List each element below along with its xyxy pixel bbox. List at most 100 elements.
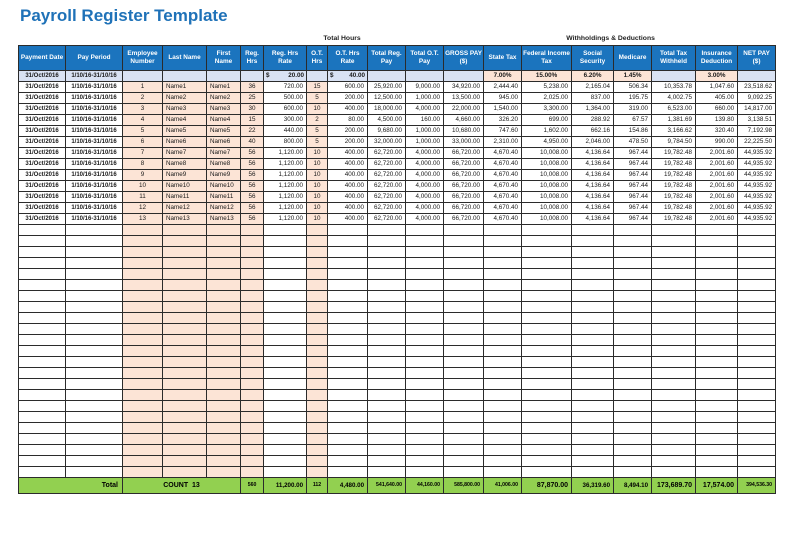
empty-cell-insurance-deduction[interactable]: [695, 399, 739, 412]
cell-employee-number[interactable]: 6: [122, 135, 163, 148]
empty-cell-pay-period[interactable]: [65, 344, 123, 357]
empty-cell-medicare[interactable]: [613, 311, 653, 324]
empty-cell-state-tax[interactable]: [483, 399, 523, 412]
cell-ot-hrs-rate[interactable]: 600.00: [327, 80, 369, 93]
cell-insurance-deduction[interactable]: 2,001.60: [695, 179, 739, 192]
total-hours-band[interactable]: Total Hours: [323, 34, 361, 42]
empty-cell-reg-hrs[interactable]: [240, 234, 265, 247]
cell-total-ot-pay[interactable]: 9,000.00: [405, 80, 445, 93]
cell-ot-hrs[interactable]: 5: [306, 135, 329, 148]
cell-first-name[interactable]: Name3: [205, 102, 242, 115]
cell-social-security[interactable]: 4,136.64: [571, 157, 615, 170]
empty-cell-medicare[interactable]: [613, 454, 653, 467]
total-cell-federal-income-tax[interactable]: 87,870.00: [521, 476, 573, 494]
cell-reg-hrs[interactable]: 56: [240, 146, 265, 159]
empty-cell-net-pay[interactable]: [737, 223, 777, 236]
cell-total-reg-pay[interactable]: 4,500.00: [367, 113, 407, 126]
cell-federal-income-tax[interactable]: 5,238.00: [521, 80, 573, 93]
cell-last-name[interactable]: Name10: [162, 179, 207, 192]
cell-ot-hrs[interactable]: 2: [306, 113, 329, 126]
empty-cell-employee-number[interactable]: [122, 399, 163, 412]
total-cell-insurance-deduction[interactable]: 17,574.00: [695, 476, 739, 494]
cell-total-tax-withheld[interactable]: 19,782.48: [651, 212, 697, 225]
cell-total-tax-withheld[interactable]: 19,782.48: [651, 157, 697, 170]
cell-pay-period[interactable]: 1/10/16-31/10/16: [65, 168, 123, 181]
empty-cell-social-security[interactable]: [571, 377, 615, 390]
cell-total-reg-pay[interactable]: 62,720.00: [367, 201, 407, 214]
empty-cell-net-pay[interactable]: [737, 399, 777, 412]
empty-cell-pay-period[interactable]: [65, 256, 123, 269]
empty-cell-ot-hrs[interactable]: [306, 366, 329, 379]
empty-cell-federal-income-tax[interactable]: [521, 377, 573, 390]
cell-federal-income-tax[interactable]: 10,008.00: [521, 190, 573, 203]
cell-reg-hrs[interactable]: 56: [240, 201, 265, 214]
empty-cell-ot-hrs-rate[interactable]: [327, 322, 369, 335]
header-total-ot-pay[interactable]: Total O.T. Pay: [405, 44, 445, 71]
empty-cell-total-ot-pay[interactable]: [405, 377, 445, 390]
cell-state-tax[interactable]: 1,540.00: [483, 102, 523, 115]
total-cell-total-tax-withheld[interactable]: 173,689.70: [651, 476, 697, 494]
cell-ot-hrs[interactable]: 10: [306, 102, 329, 115]
empty-cell-payment-date[interactable]: [18, 377, 66, 390]
cell-first-name[interactable]: Name2: [205, 91, 242, 104]
cell-first-name[interactable]: Name5: [205, 124, 242, 137]
cell-ot-hrs[interactable]: 10: [306, 201, 329, 214]
empty-cell-total-reg-pay[interactable]: [367, 454, 407, 467]
cell-reg-hrs-rate[interactable]: 1,120.00: [263, 168, 308, 181]
header-employee-number[interactable]: Employee Number: [122, 44, 163, 71]
empty-cell-ot-hrs[interactable]: [306, 333, 329, 346]
cell-first-name[interactable]: Name8: [205, 157, 242, 170]
empty-cell-gross-pay[interactable]: [443, 399, 485, 412]
cell-pay-period[interactable]: 1/10/16-31/10/16: [65, 157, 123, 170]
empty-cell-medicare[interactable]: [613, 333, 653, 346]
cell-insurance-deduction[interactable]: 139.80: [695, 113, 739, 126]
empty-cell-total-reg-pay[interactable]: [367, 355, 407, 368]
empty-cell-last-name[interactable]: [162, 421, 207, 434]
cell-total-ot-pay[interactable]: 1,000.00: [405, 124, 445, 137]
total-cell-state-tax[interactable]: 41,006.00: [483, 476, 523, 494]
empty-cell-total-reg-pay[interactable]: [367, 256, 407, 269]
empty-cell-medicare[interactable]: [613, 388, 653, 401]
cell-medicare[interactable]: 967.44: [613, 157, 653, 170]
empty-cell-payment-date[interactable]: [18, 333, 66, 346]
empty-cell-social-security[interactable]: [571, 223, 615, 236]
header-first-name[interactable]: First Name: [205, 44, 242, 71]
empty-cell-ot-hrs[interactable]: [306, 388, 329, 401]
cell-ot-hrs-rate[interactable]: 200.00: [327, 135, 369, 148]
cell-net-pay[interactable]: 22,225.50: [737, 135, 777, 148]
empty-cell-state-tax[interactable]: [483, 333, 523, 346]
empty-cell-employee-number[interactable]: [122, 322, 163, 335]
empty-cell-payment-date[interactable]: [18, 355, 66, 368]
empty-cell-total-tax-withheld[interactable]: [651, 333, 697, 346]
cell-social-security[interactable]: 662.16: [571, 124, 615, 137]
header-pay-period[interactable]: Pay Period: [65, 44, 123, 71]
cell-total-reg-pay[interactable]: 32,000.00: [367, 135, 407, 148]
cell-insurance-deduction[interactable]: 2,001.60: [695, 168, 739, 181]
empty-cell-gross-pay[interactable]: [443, 377, 485, 390]
empty-cell-reg-hrs[interactable]: [240, 223, 265, 236]
empty-cell-total-tax-withheld[interactable]: [651, 421, 697, 434]
empty-cell-employee-number[interactable]: [122, 355, 163, 368]
cell-net-pay[interactable]: 44,935.92: [737, 179, 777, 192]
header-reg-hrs[interactable]: Reg. Hrs: [240, 44, 265, 71]
empty-cell-ot-hrs-rate[interactable]: [327, 443, 369, 456]
empty-cell-total-tax-withheld[interactable]: [651, 410, 697, 423]
empty-cell-total-tax-withheld[interactable]: [651, 454, 697, 467]
empty-cell-employee-number[interactable]: [122, 366, 163, 379]
cell-medicare[interactable]: 967.44: [613, 179, 653, 192]
cell-employee-number[interactable]: 10: [122, 179, 163, 192]
cell-social-security[interactable]: 837.00: [571, 91, 615, 104]
cell-net-pay[interactable]: 23,518.62: [737, 80, 777, 93]
empty-cell-pay-period[interactable]: [65, 355, 123, 368]
empty-cell-social-security[interactable]: [571, 355, 615, 368]
empty-cell-social-security[interactable]: [571, 410, 615, 423]
empty-cell-ot-hrs-rate[interactable]: [327, 234, 369, 247]
empty-cell-insurance-deduction[interactable]: [695, 256, 739, 269]
empty-cell-ot-hrs[interactable]: [306, 256, 329, 269]
empty-cell-pay-period[interactable]: [65, 388, 123, 401]
empty-cell-employee-number[interactable]: [122, 454, 163, 467]
empty-cell-federal-income-tax[interactable]: [521, 443, 573, 456]
cell-ot-hrs[interactable]: 10: [306, 146, 329, 159]
cell-social-security[interactable]: 1,364.00: [571, 102, 615, 115]
empty-cell-ot-hrs-rate[interactable]: [327, 388, 369, 401]
